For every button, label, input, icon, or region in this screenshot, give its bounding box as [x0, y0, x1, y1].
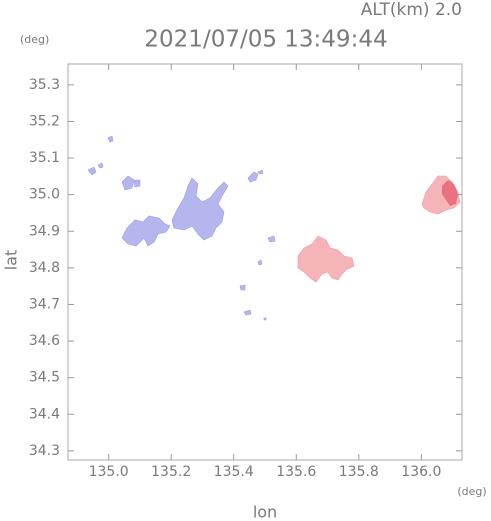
echo-region — [87, 135, 114, 176]
y-tick-label: 35.2 — [29, 113, 60, 129]
x-tick-label: 135.4 — [214, 464, 254, 480]
y-unit: (deg) — [20, 33, 49, 46]
echo-region — [442, 180, 458, 206]
echo-region — [297, 235, 355, 283]
echo-region — [121, 175, 141, 191]
x-unit: (deg) — [457, 485, 486, 498]
echo-region — [121, 215, 171, 247]
y-tick-label: 34.8 — [29, 260, 60, 276]
plot-frame — [67, 63, 463, 461]
y-tick-label: 34.5 — [29, 370, 60, 386]
y-tick-label: 34.6 — [29, 333, 60, 349]
echo-region — [239, 169, 276, 321]
y-tick-label: 34.4 — [29, 406, 60, 422]
echo-region — [171, 177, 229, 241]
x-tick-label: 135.2 — [151, 464, 191, 480]
altitude-label: ALT(km) 2.0 — [361, 0, 462, 20]
y-tick-label: 34.3 — [29, 443, 60, 459]
y-tick-label: 34.7 — [29, 296, 60, 312]
y-tick-label: 35.3 — [29, 77, 60, 93]
y-tick-label: 35.1 — [29, 150, 60, 166]
y-tick-label: 35.0 — [29, 187, 60, 203]
x-tick-label: 135.6 — [276, 464, 316, 480]
x-tick-label: 135.0 — [89, 464, 129, 480]
y-axis-label: lat — [2, 250, 21, 271]
chart-title: 2021/07/05 13:49:44 — [144, 27, 387, 53]
x-axis-label: lon — [253, 503, 277, 521]
x-tick-label: 135.8 — [339, 464, 379, 480]
y-tick-label: 34.9 — [29, 223, 60, 239]
x-tick-label: 136.0 — [401, 464, 441, 480]
echo-regions — [87, 135, 461, 321]
